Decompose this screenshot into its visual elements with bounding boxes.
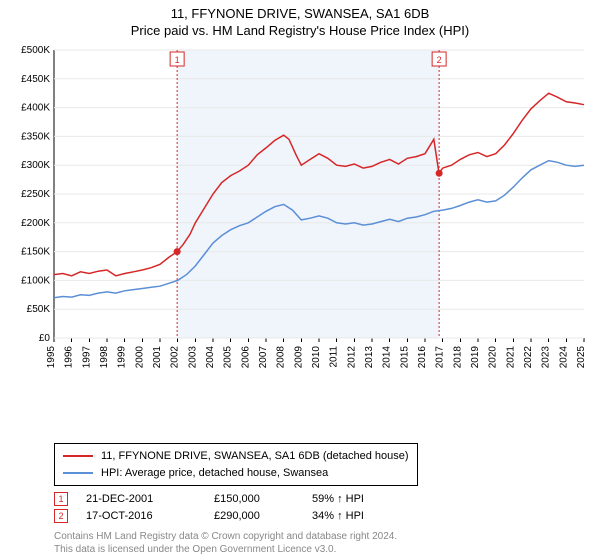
svg-text:2022: 2022 bbox=[523, 346, 534, 369]
footer-line-1: Contains HM Land Registry data © Crown c… bbox=[54, 530, 590, 543]
svg-text:£200K: £200K bbox=[21, 218, 50, 229]
svg-text:£500K: £500K bbox=[21, 45, 50, 56]
footer-line-2: This data is licensed under the Open Gov… bbox=[54, 543, 590, 556]
svg-text:2013: 2013 bbox=[364, 346, 375, 369]
sale-price: £290,000 bbox=[214, 510, 294, 522]
sale-price: £150,000 bbox=[214, 493, 294, 505]
sale-marker-box: 1 bbox=[54, 492, 68, 506]
svg-text:£300K: £300K bbox=[21, 160, 50, 171]
sale-hpi: 59% ↑ HPI bbox=[312, 493, 412, 505]
legend-row: 11, FFYNONE DRIVE, SWANSEA, SA1 6DB (det… bbox=[63, 448, 409, 465]
svg-text:1998: 1998 bbox=[99, 346, 110, 369]
legend-label: HPI: Average price, detached house, Swan… bbox=[101, 465, 328, 482]
svg-text:2008: 2008 bbox=[276, 346, 287, 369]
svg-text:£350K: £350K bbox=[21, 131, 50, 142]
svg-text:£100K: £100K bbox=[21, 275, 50, 286]
svg-text:£0: £0 bbox=[39, 333, 51, 344]
svg-text:2002: 2002 bbox=[170, 346, 181, 369]
svg-text:1997: 1997 bbox=[81, 346, 92, 369]
svg-text:2004: 2004 bbox=[205, 346, 216, 369]
svg-text:2007: 2007 bbox=[258, 346, 269, 369]
svg-text:2011: 2011 bbox=[329, 346, 340, 368]
svg-text:2010: 2010 bbox=[311, 346, 322, 369]
svg-text:1: 1 bbox=[175, 55, 180, 65]
legend: 11, FFYNONE DRIVE, SWANSEA, SA1 6DB (det… bbox=[54, 443, 418, 486]
svg-text:2000: 2000 bbox=[134, 346, 145, 369]
svg-text:2021: 2021 bbox=[505, 346, 516, 369]
chart-container: 11, FFYNONE DRIVE, SWANSEA, SA1 6DB Pric… bbox=[0, 0, 600, 560]
svg-text:2024: 2024 bbox=[558, 346, 569, 369]
svg-text:2001: 2001 bbox=[152, 346, 163, 369]
legend-label: 11, FFYNONE DRIVE, SWANSEA, SA1 6DB (det… bbox=[101, 448, 409, 465]
title-block: 11, FFYNONE DRIVE, SWANSEA, SA1 6DB Pric… bbox=[10, 6, 590, 38]
svg-text:2014: 2014 bbox=[382, 346, 393, 369]
svg-text:£450K: £450K bbox=[21, 74, 50, 85]
svg-text:2005: 2005 bbox=[223, 346, 234, 369]
svg-text:1999: 1999 bbox=[117, 346, 128, 369]
legend-swatch bbox=[63, 455, 93, 457]
title-main: 11, FFYNONE DRIVE, SWANSEA, SA1 6DB bbox=[10, 6, 590, 21]
svg-text:2012: 2012 bbox=[346, 346, 357, 369]
svg-text:2015: 2015 bbox=[399, 346, 410, 369]
svg-text:2018: 2018 bbox=[452, 346, 463, 369]
sales-table: 1 21-DEC-2001 £150,000 59% ↑ HPI 2 17-OCT-201… bbox=[54, 492, 590, 526]
svg-text:2020: 2020 bbox=[488, 346, 499, 369]
svg-text:2017: 2017 bbox=[435, 346, 446, 369]
legend-row: HPI: Average price, detached house, Swan… bbox=[63, 465, 409, 482]
title-sub: Price paid vs. HM Land Registry's House … bbox=[10, 23, 590, 38]
svg-text:£50K: £50K bbox=[27, 304, 51, 315]
sale-row: 1 21-DEC-2001 £150,000 59% ↑ HPI bbox=[54, 492, 590, 506]
svg-text:1995: 1995 bbox=[46, 346, 57, 369]
chart-area: £0 £50K £100K £150K £200K £250K £300K £350K £400… bbox=[10, 44, 590, 437]
svg-text:2025: 2025 bbox=[576, 346, 587, 369]
svg-text:2009: 2009 bbox=[293, 346, 304, 369]
svg-text:2006: 2006 bbox=[240, 346, 251, 369]
svg-text:2003: 2003 bbox=[187, 346, 198, 369]
sale-hpi: 34% ↑ HPI bbox=[312, 510, 412, 522]
svg-text:1996: 1996 bbox=[64, 346, 75, 369]
svg-text:2019: 2019 bbox=[470, 346, 481, 369]
svg-text:2023: 2023 bbox=[541, 346, 552, 369]
sale-date: 21-DEC-2001 bbox=[86, 493, 196, 505]
svg-text:£250K: £250K bbox=[21, 189, 50, 200]
svg-text:£400K: £400K bbox=[21, 103, 50, 114]
svg-text:£150K: £150K bbox=[21, 247, 50, 258]
svg-text:2: 2 bbox=[437, 55, 442, 65]
sale-row: 2 17-OCT-2016 £290,000 34% ↑ HPI bbox=[54, 509, 590, 523]
footer-note: Contains HM Land Registry data © Crown c… bbox=[54, 530, 590, 556]
sale-date: 17-OCT-2016 bbox=[86, 510, 196, 522]
legend-swatch bbox=[63, 472, 93, 474]
sale-marker-box: 2 bbox=[54, 509, 68, 523]
chart-svg: £0 £50K £100K £150K £200K £250K £300K £350K £400… bbox=[10, 44, 590, 374]
svg-text:2016: 2016 bbox=[417, 346, 428, 369]
